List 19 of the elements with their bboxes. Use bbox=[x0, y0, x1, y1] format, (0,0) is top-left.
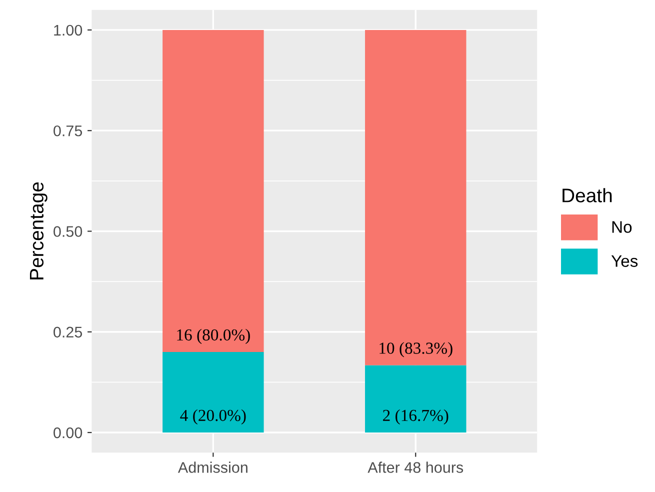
y-tick-label: 0.50 bbox=[54, 226, 82, 237]
bar bbox=[365, 30, 466, 366]
bar bbox=[162, 352, 264, 433]
bar bbox=[365, 365, 466, 433]
data-label: 4 (20.0%) bbox=[180, 409, 246, 424]
legend-label: No bbox=[612, 221, 632, 233]
x-tick-label: Admission bbox=[178, 462, 248, 473]
data-label: 10 (83.3%) bbox=[380, 342, 452, 358]
y-tick-label: 1.00 bbox=[54, 24, 82, 36]
x-tick-label: After 48 hours bbox=[368, 462, 464, 473]
y-tick-label: 0.00 bbox=[54, 427, 82, 438]
data-label: 2 (16.7%) bbox=[383, 409, 448, 424]
data-label: 16 (80.0%) bbox=[177, 328, 250, 344]
legend-title: Death bbox=[562, 188, 612, 202]
y-axis-title: Percentage bbox=[30, 182, 48, 280]
y-tick-label: 0.25 bbox=[54, 326, 82, 338]
bar bbox=[162, 30, 264, 352]
y-tick-label: 0.75 bbox=[54, 125, 82, 136]
legend-label: Yes bbox=[611, 255, 638, 267]
